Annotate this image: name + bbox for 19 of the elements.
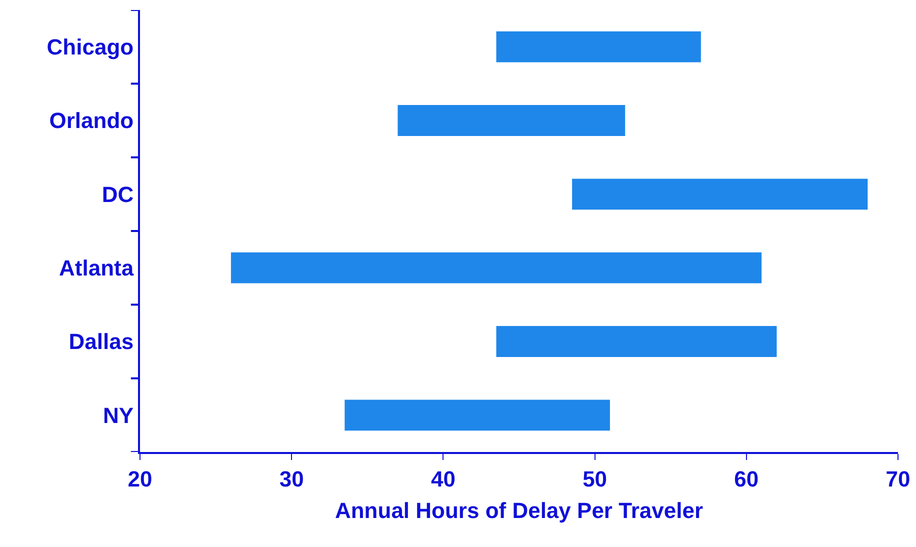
bar xyxy=(496,31,701,62)
x-tick-label: 30 xyxy=(279,466,304,492)
x-tick-label: 70 xyxy=(886,466,910,492)
x-tick-label: 60 xyxy=(734,466,759,492)
y-tick-label: DC xyxy=(102,182,134,207)
y-tick-label: NY xyxy=(103,402,134,428)
y-tick-label: Orlando xyxy=(49,108,134,134)
bar xyxy=(496,326,777,357)
y-tick-label: Atlanta xyxy=(59,256,134,281)
bar xyxy=(230,252,762,284)
y-tick-label: Chicago xyxy=(46,34,134,60)
x-tick-label: 50 xyxy=(582,466,608,492)
y-tick-label: Dallas xyxy=(68,329,134,354)
bar xyxy=(344,400,610,431)
bar xyxy=(572,178,868,210)
bar xyxy=(398,105,626,136)
x-axis-title: Annual Hours of Delay Per Traveler xyxy=(334,498,704,523)
x-tick-label: 20 xyxy=(128,466,152,492)
x-tick-label: 40 xyxy=(430,466,456,492)
